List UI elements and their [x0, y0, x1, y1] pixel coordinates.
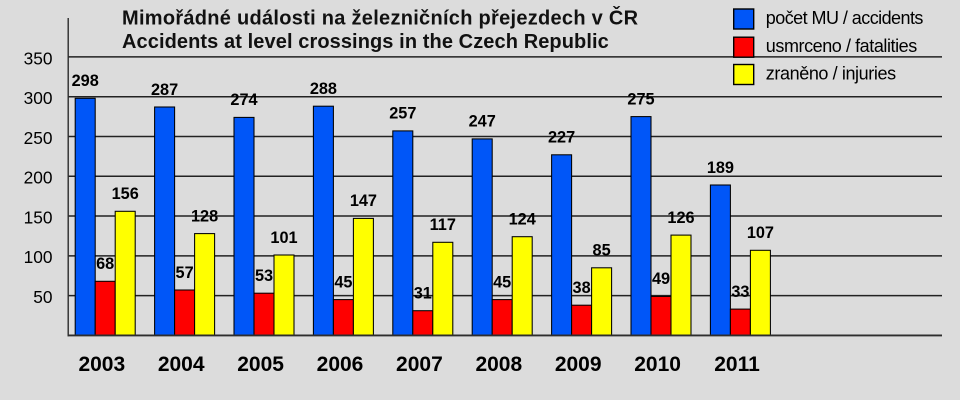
- svg-text:50: 50: [33, 287, 52, 307]
- svg-text:300: 300: [24, 88, 53, 108]
- svg-text:189: 189: [707, 159, 734, 177]
- svg-text:45: 45: [334, 273, 352, 291]
- svg-text:57: 57: [176, 264, 194, 282]
- svg-text:zraněno / injuries: zraněno / injuries: [766, 64, 896, 84]
- svg-text:101: 101: [270, 229, 297, 247]
- svg-text:2006: 2006: [317, 353, 364, 376]
- svg-text:85: 85: [593, 242, 611, 260]
- svg-text:298: 298: [72, 72, 99, 90]
- svg-text:68: 68: [96, 255, 114, 273]
- svg-text:100: 100: [24, 247, 53, 267]
- svg-text:38: 38: [573, 279, 591, 297]
- svg-text:33: 33: [731, 283, 749, 301]
- svg-text:2005: 2005: [237, 353, 284, 376]
- svg-text:156: 156: [112, 185, 139, 203]
- svg-text:2003: 2003: [78, 353, 125, 376]
- svg-text:126: 126: [667, 209, 694, 227]
- svg-text:Accidents at level crossings i: Accidents at level crossings in the Czec…: [122, 31, 609, 53]
- svg-text:53: 53: [255, 267, 273, 285]
- svg-text:2011: 2011: [714, 353, 760, 376]
- svg-text:2007: 2007: [396, 353, 443, 376]
- svg-text:250: 250: [24, 128, 53, 148]
- svg-text:274: 274: [230, 91, 257, 109]
- svg-text:45: 45: [493, 273, 511, 291]
- svg-text:288: 288: [310, 80, 337, 98]
- svg-text:128: 128: [191, 207, 218, 225]
- svg-text:150: 150: [24, 207, 53, 227]
- svg-text:227: 227: [548, 129, 575, 147]
- svg-text:107: 107: [747, 224, 774, 242]
- svg-text:257: 257: [389, 105, 416, 123]
- svg-text:200: 200: [24, 168, 53, 188]
- svg-text:49: 49: [652, 270, 670, 288]
- svg-text:287: 287: [151, 81, 178, 99]
- svg-text:124: 124: [509, 211, 536, 229]
- svg-text:350: 350: [24, 48, 53, 68]
- svg-text:usmrceno / fatalities: usmrceno / fatalities: [766, 36, 917, 56]
- svg-text:2009: 2009: [555, 353, 602, 376]
- svg-text:275: 275: [627, 90, 654, 108]
- svg-text:147: 147: [350, 192, 377, 210]
- svg-text:117: 117: [430, 216, 456, 234]
- svg-text:2010: 2010: [634, 353, 681, 376]
- svg-text:počet MU / accidents: počet MU / accidents: [766, 8, 924, 28]
- svg-text:Mimořádné události na železnič: Mimořádné události na železničních přeje…: [122, 5, 639, 29]
- svg-text:31: 31: [414, 285, 432, 303]
- svg-text:247: 247: [469, 113, 496, 131]
- svg-text:2004: 2004: [158, 353, 205, 376]
- svg-text:2008: 2008: [475, 353, 522, 376]
